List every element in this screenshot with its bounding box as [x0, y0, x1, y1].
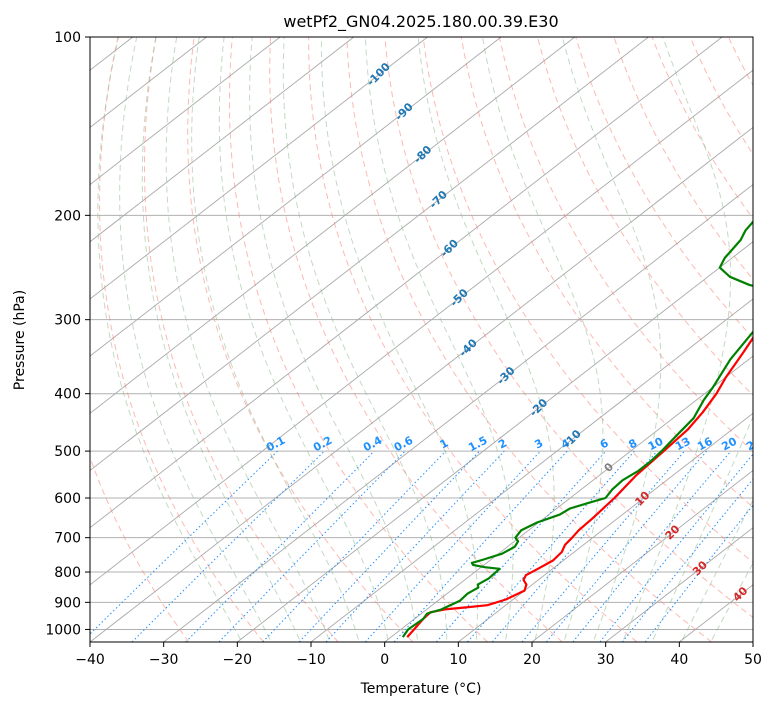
- mixing-ratio-line: [298, 450, 480, 642]
- dry-adiabat-line: [346, 37, 713, 642]
- mixing-ratio-label: 10: [646, 435, 666, 454]
- moist-adiabat-line: [165, 37, 330, 640]
- isotherm-line: [90, 37, 576, 414]
- x-tick-label: 40: [670, 652, 688, 668]
- x-tick-label: −30: [149, 652, 179, 668]
- isotherm-line: [531, 469, 753, 642]
- dewpoint-profile-line: [401, 220, 753, 638]
- isotherm-line: [90, 37, 281, 186]
- dry-adiabat-line: [98, 37, 264, 642]
- x-axis-ticks: −40 −30 −20 −10 0 10 20 30 40 50: [75, 642, 762, 668]
- x-tick-label: −10: [296, 652, 326, 668]
- mixing-ratio-line: [545, 450, 708, 642]
- x-tick-label: 20: [523, 652, 541, 668]
- mixing-ratio-line: [262, 450, 447, 642]
- y-tick-label: 300: [54, 313, 81, 329]
- y-tick-label: 400: [54, 387, 81, 403]
- mixing-ratio-line: [393, 450, 568, 642]
- isotherm-line: [90, 37, 355, 243]
- isotherm-grid: [90, 37, 753, 642]
- dry-adiabat-line: [537, 37, 753, 396]
- mixing-ratio-line: [436, 450, 607, 642]
- moist-adiabat-line: [191, 37, 359, 640]
- mixing-ratio-line: [599, 453, 753, 642]
- moist-adiabat-line: [282, 37, 448, 640]
- mixing-ratio-label: 20: [719, 435, 739, 454]
- y-tick-label: 100: [54, 30, 81, 46]
- mixing-ratio-line: [185, 450, 375, 642]
- x-tick-label: −20: [223, 652, 253, 668]
- dry-adiabat-line: [651, 37, 753, 220]
- y-tick-label: 700: [54, 531, 81, 547]
- isotherm-line: [90, 37, 649, 472]
- moist-adiabat-line: [652, 415, 753, 640]
- moist-adiabat-line: [249, 37, 418, 640]
- dry-adiabat-line: [187, 37, 414, 642]
- moist-adiabat-line: [119, 37, 271, 640]
- mixing-ratio-line: [622, 478, 753, 642]
- moist-adiabat-line: [218, 37, 389, 640]
- y-axis-label: Pressure (hPa): [12, 290, 28, 390]
- y-tick-label: 600: [54, 491, 81, 507]
- isotherm-line: [384, 355, 753, 642]
- isotherm-line: [605, 527, 753, 642]
- plot-frame: [89, 36, 754, 643]
- chart-title: wetPf2_GN04.2025.180.00.39.E30: [283, 12, 558, 32]
- mixing-ratio-label: 16: [695, 435, 715, 454]
- isotherm-line: [237, 241, 753, 642]
- x-tick-label: −40: [75, 652, 105, 668]
- y-tick-label: 1000: [45, 622, 81, 638]
- x-tick-label: 50: [744, 652, 762, 668]
- x-tick-label: 0: [380, 652, 389, 668]
- moist-adiabat-line: [97, 37, 241, 640]
- temperature-profile-line: [406, 335, 753, 638]
- isotherm-line: [90, 69, 753, 586]
- moist-adiabat-line: [320, 37, 478, 640]
- dry-adiabats: [90, 37, 753, 642]
- mixing-ratio-line: [521, 450, 685, 642]
- y-tick-label: 200: [54, 208, 81, 224]
- mixing-ratio-label: 13: [673, 435, 693, 454]
- dry-adiabat-line: [498, 37, 753, 453]
- dry-adiabat-line: [229, 37, 488, 642]
- dry-adiabat-line: [308, 37, 638, 642]
- dry-adiabat-line: [575, 37, 753, 339]
- isotherm-line: [90, 37, 502, 357]
- moist-adiabat-line: [482, 37, 604, 640]
- sounding-series: [401, 220, 753, 638]
- isotherm-line: [90, 126, 753, 642]
- isotherm-line: [90, 37, 428, 300]
- x-tick-label: 10: [449, 652, 467, 668]
- mixing-ratio-line: [572, 450, 732, 642]
- mixing-ratio-line: [218, 450, 406, 642]
- isotherm-line: [163, 183, 753, 642]
- isotherm-line: [458, 412, 753, 642]
- y-tick-label: 900: [54, 595, 81, 611]
- moist-adiabat-line: [141, 37, 300, 640]
- moist-adiabat-line: [417, 37, 555, 640]
- dry-adiabat-line: [422, 37, 753, 563]
- plot-area: 0.10.20.40.611.52346810131620253036-100-…: [90, 37, 764, 642]
- dry-adiabat-line: [144, 37, 339, 642]
- dry-adiabat-line: [384, 37, 753, 618]
- mixing-ratio-lines: [90, 450, 753, 642]
- mixing-ratio-label: 25: [744, 435, 764, 454]
- y-axis-ticks: 1000 900 800 700 600 500 400 300 200 100: [45, 30, 90, 638]
- isotherm-line: [90, 37, 723, 529]
- dry-adiabat-line: [269, 37, 563, 642]
- x-axis-label: Temperature (°C): [360, 681, 482, 697]
- y-tick-label: 500: [54, 444, 81, 460]
- moist-adiabats: [97, 37, 753, 640]
- isobar-grid: [90, 37, 753, 630]
- y-tick-label: 800: [54, 565, 81, 581]
- x-tick-label: 30: [597, 652, 615, 668]
- moist-adiabat-line: [561, 37, 662, 640]
- moist-adiabat-line: [623, 37, 732, 640]
- mixing-ratio-line: [131, 450, 325, 642]
